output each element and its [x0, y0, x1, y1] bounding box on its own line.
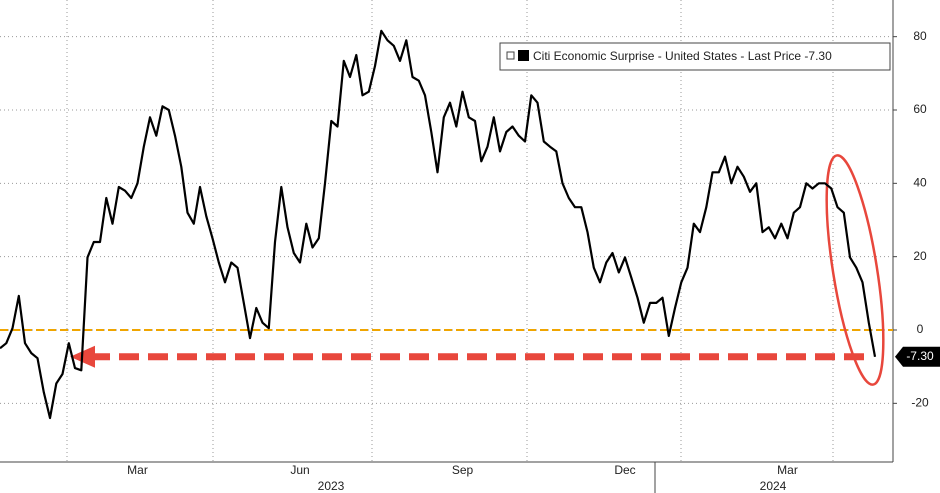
series-line	[0, 29, 877, 420]
x-tick-label: Mar	[777, 463, 798, 477]
legend-label: Citi Economic Surprise - United States -…	[533, 49, 832, 63]
x-tick-label: Dec	[614, 463, 635, 477]
y-tick-label: -20	[911, 396, 929, 410]
last-price-tag	[895, 346, 940, 367]
year-label: 2023	[318, 479, 345, 493]
legend: Citi Economic Surprise - United States -…	[499, 42, 891, 71]
legend-toggle	[506, 51, 515, 60]
y-tick-label: 40	[913, 176, 927, 190]
last-price-label: -7.30	[906, 349, 934, 363]
x-tick-label: Mar	[127, 463, 148, 477]
x-tick-label: Jun	[290, 463, 309, 477]
x-tick-label: Sep	[452, 463, 474, 477]
highlight-ellipse	[825, 154, 885, 386]
y-tick-label: 60	[913, 102, 927, 116]
legend-box	[499, 42, 891, 71]
legend-swatch	[518, 50, 529, 61]
vertical-grid	[66, 0, 834, 462]
y-tick-label: 0	[917, 322, 924, 336]
year-label: 2024	[760, 479, 787, 493]
y-tick-label: 80	[913, 29, 927, 43]
y-tick-label: 20	[913, 249, 927, 263]
